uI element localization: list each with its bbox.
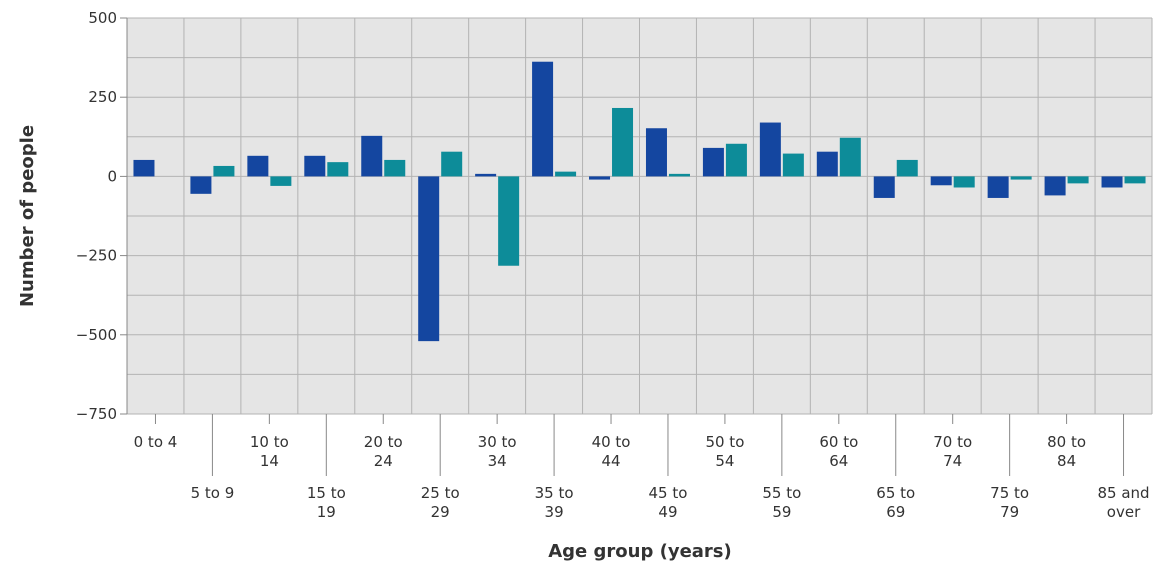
- bar-series-2: [498, 176, 520, 266]
- x-tick-label: 10 to 14: [250, 433, 289, 470]
- bar-series-2: [1010, 176, 1032, 180]
- bar-series-1: [645, 128, 667, 177]
- y-tick-label: 0: [107, 167, 117, 185]
- y-tick-label: 500: [88, 9, 117, 27]
- x-tick-label: 15 to 19: [307, 484, 346, 521]
- x-tick-label: 65 to 69: [876, 484, 915, 521]
- bar-series-1: [589, 176, 611, 180]
- x-axis: 0 to 4 5 to 9 10 to 14 15 to 19 20 to 24 25 to 29…: [134, 414, 1150, 521]
- bar-series-1: [475, 173, 497, 177]
- x-tick-label: 0 to 4: [134, 433, 178, 451]
- x-tick-label: 35 to 39: [535, 484, 574, 521]
- bar-series-2: [953, 176, 975, 188]
- bar-series-2: [782, 153, 804, 177]
- x-tick-label: 5 to 9: [191, 484, 235, 502]
- x-tick-label: 40 to 44: [592, 433, 631, 470]
- bar-series-2: [1067, 176, 1089, 184]
- bar-series-1: [532, 61, 554, 177]
- x-tick-label: 80 to 84: [1047, 433, 1086, 470]
- bar-series-1: [133, 159, 155, 177]
- bar-series-1: [418, 176, 440, 342]
- bar-series-2: [441, 151, 463, 177]
- y-axis-title: Number of people: [17, 125, 38, 307]
- x-tick-label: 20 to 24: [364, 433, 403, 470]
- y-tick-label: −500: [76, 326, 117, 344]
- x-tick-label: 85 and over: [1097, 484, 1149, 521]
- bar-series-1: [361, 135, 383, 177]
- bar-series-2: [270, 176, 292, 186]
- bar-series-2: [725, 143, 747, 177]
- y-tick-label: −750: [76, 405, 117, 423]
- bar-series-1: [1044, 176, 1066, 196]
- bar-series-1: [702, 147, 724, 177]
- y-axis: 500 250 0 −250 −500 −750: [76, 9, 128, 423]
- bar-series-1: [759, 122, 781, 177]
- bar-series-1: [1101, 176, 1123, 188]
- bar-series-2: [327, 162, 349, 177]
- bar-series-1: [816, 151, 838, 177]
- bar-series-2: [896, 159, 918, 177]
- bar-marks: [133, 61, 1146, 342]
- x-tick-label: 45 to 49: [649, 484, 688, 521]
- x-tick-label: 50 to 54: [705, 433, 744, 470]
- x-tick-label: 55 to 59: [762, 484, 801, 521]
- x-tick-label: 75 to 79: [990, 484, 1029, 521]
- bar-series-2: [668, 173, 690, 177]
- x-tick-label: 70 to 74: [933, 433, 972, 470]
- bar-series-1: [247, 155, 269, 177]
- x-tick-label: 30 to 34: [478, 433, 517, 470]
- bar-series-2: [555, 171, 577, 177]
- bar-series-1: [304, 155, 326, 177]
- bar-series-2: [213, 165, 235, 177]
- bar-series-2: [612, 107, 634, 177]
- y-tick-label: −250: [76, 247, 117, 265]
- bar-series-1: [873, 176, 895, 198]
- bar-series-1: [930, 176, 952, 186]
- bar-series-2: [384, 159, 406, 177]
- grid-lines: [126, 17, 1153, 415]
- bar-series-2: [1124, 176, 1146, 184]
- x-axis-title: Age group (years): [548, 541, 732, 562]
- bar-series-2: [839, 137, 861, 177]
- x-tick-label: 25 to 29: [421, 484, 460, 521]
- bar-series-1: [190, 176, 212, 194]
- x-tick-label: 60 to 64: [819, 433, 858, 470]
- bar-series-1: [987, 176, 1009, 198]
- y-tick-label: 250: [88, 88, 117, 106]
